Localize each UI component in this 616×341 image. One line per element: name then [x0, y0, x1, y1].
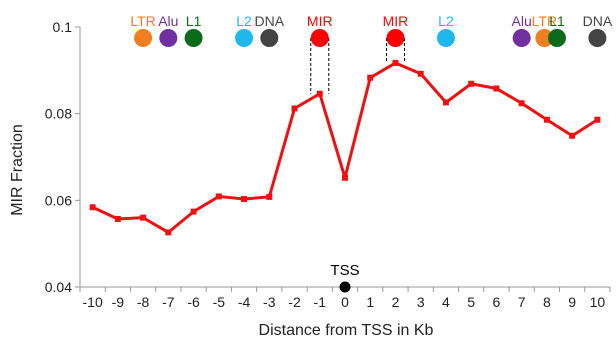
data-point: [493, 85, 500, 92]
repeat-dot: [159, 29, 178, 47]
repeat-label: L2: [438, 13, 454, 29]
x-tick-label: 4: [442, 294, 450, 310]
series-layer: [89, 59, 601, 236]
x-tick-label: 6: [493, 294, 501, 310]
x-tick-label: 5: [467, 294, 475, 310]
repeat-dot: [260, 29, 279, 47]
y-tick-label: 0.1: [53, 19, 73, 35]
repeat-label: L2: [236, 13, 252, 29]
x-tick-label: -9: [112, 294, 125, 310]
x-tick-label: 7: [518, 294, 526, 310]
data-point: [543, 116, 550, 123]
repeat-dot: [184, 29, 203, 47]
y-tick-label: 0.08: [45, 106, 72, 122]
repeat-label: Alu: [512, 13, 532, 29]
data-point: [89, 204, 96, 211]
tss-marker-group: TSS: [330, 262, 360, 293]
x-tick-label: 0: [341, 294, 349, 310]
repeat-label: LTR: [130, 13, 155, 29]
repeat-label: L1: [186, 13, 202, 29]
x-axis-label: Distance from TSS in Kb: [259, 322, 434, 339]
data-point: [165, 229, 172, 236]
repeat-label: MIR: [383, 13, 409, 29]
data-point: [392, 59, 399, 66]
data-point: [569, 132, 576, 139]
x-tick-label: 3: [417, 294, 425, 310]
x-tick-label: -4: [238, 294, 251, 310]
x-tick-label: -2: [288, 294, 301, 310]
y-tick-label: 0.04: [45, 279, 72, 295]
repeat-dot: [310, 29, 329, 47]
repeat-dot: [235, 29, 254, 47]
repeat-dot: [535, 29, 554, 47]
repeat-label: Alu: [158, 13, 178, 29]
y-tick-labels: 0.04 0.06 0.08 0.1: [45, 19, 72, 295]
tss-dot: [339, 281, 351, 293]
data-point: [342, 174, 348, 181]
tss-label: TSS: [330, 262, 359, 279]
data-point: [190, 208, 197, 215]
repeat-label: L1: [549, 13, 565, 29]
repeat-dot: [386, 29, 405, 47]
data-point: [215, 193, 222, 200]
repeat-dot: [588, 29, 607, 47]
repeat-label: DNA: [255, 13, 285, 29]
x-tick-label: 10: [590, 294, 606, 310]
x-tick-label: -3: [263, 294, 276, 310]
x-tick-label: -6: [187, 294, 200, 310]
repeat-dot: [548, 29, 566, 47]
x-tick-label: 1: [366, 294, 374, 310]
data-point: [417, 70, 424, 77]
repeat-label: MIR: [307, 13, 333, 29]
x-tick-label: -8: [137, 294, 150, 310]
data-point: [140, 214, 147, 221]
data-point: [291, 105, 298, 112]
data-point: [518, 100, 525, 107]
chart-axes: [75, 26, 611, 292]
x-tick-label: 2: [392, 294, 400, 310]
data-point: [241, 196, 248, 203]
x-tick-label: 9: [568, 294, 576, 310]
repeat-label: LTR: [532, 13, 557, 29]
y-tick-label: 0.06: [45, 192, 72, 208]
data-point: [316, 90, 323, 97]
x-tick-label: -10: [83, 294, 103, 310]
repeat-dot: [134, 29, 153, 47]
repeat-dot: [436, 29, 455, 47]
data-point: [594, 116, 601, 123]
data-point: [114, 215, 121, 222]
x-tick-label: -5: [213, 294, 226, 310]
data-point: [367, 74, 374, 81]
repeat-dot: [512, 29, 531, 47]
x-tick-label: 8: [543, 294, 551, 310]
data-point: [468, 80, 475, 87]
mir-brackets: [310, 38, 405, 94]
y-axis-label: MIR Fraction: [9, 124, 26, 216]
x-tick-label: -7: [162, 294, 175, 310]
x-tick-labels: -10 -9 -8 -7 -6 -5 -4 -3 -2 -1 0 1 2 3 4 5 6 7 8 9 10: [83, 294, 606, 310]
data-point: [442, 99, 449, 106]
data-point: [266, 193, 273, 200]
x-tick-label: -1: [314, 294, 327, 310]
mir-fraction-line: [91, 61, 599, 234]
repeat-label: DNA: [583, 13, 613, 29]
